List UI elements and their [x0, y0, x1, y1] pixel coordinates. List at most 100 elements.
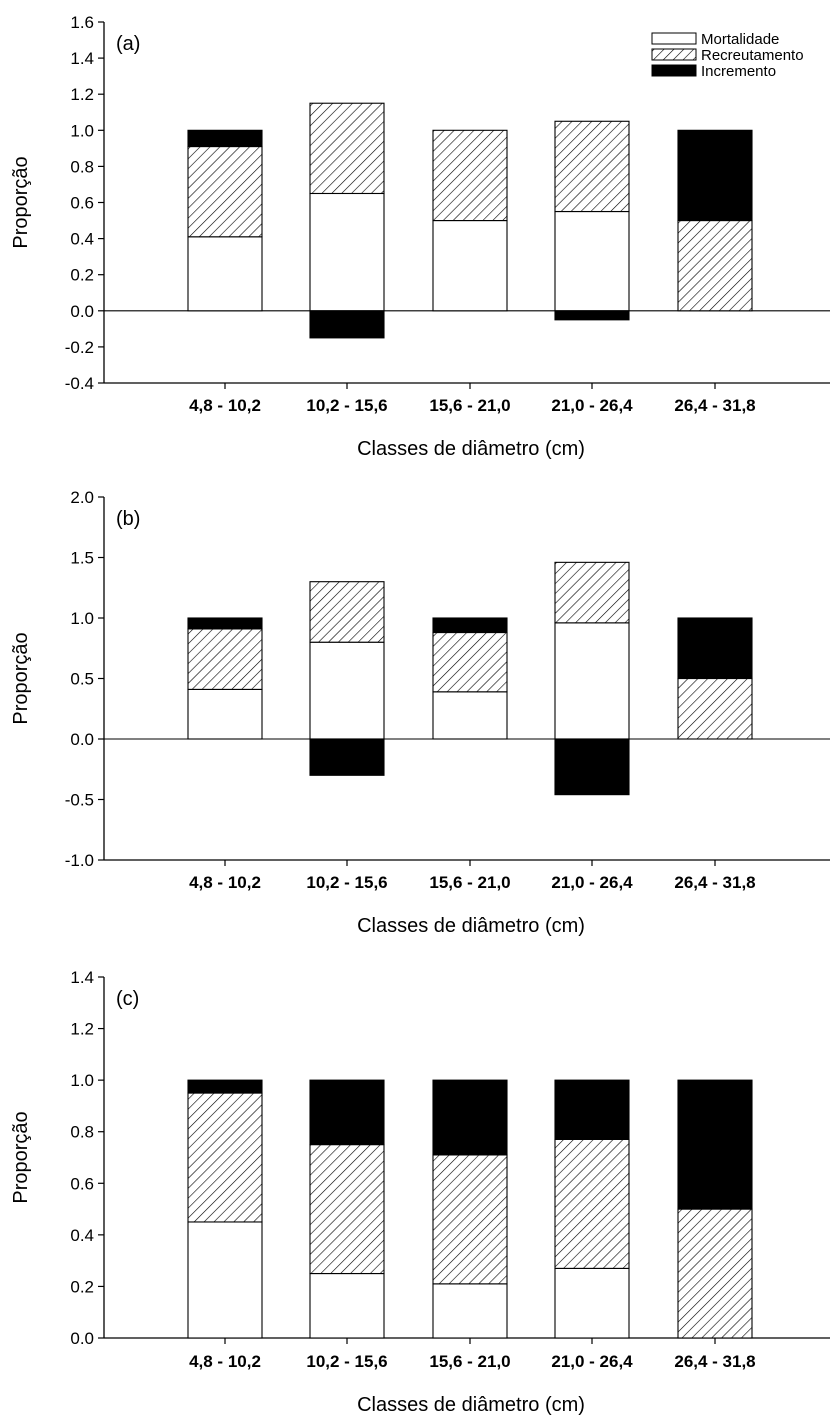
bar-mortalidade-4	[554, 622, 630, 740]
bar-mortalidade-1	[187, 688, 263, 740]
y-axis-title: Proporção	[10, 632, 32, 724]
bar-incremento-2	[309, 1079, 385, 1146]
chart-panel-a: (a) Proporção Classes de diâmetro (cm) M…	[10, 13, 830, 460]
x-tick-label: 4,8 - 10,2	[189, 1352, 261, 1371]
y-tick-label: 0.8	[70, 157, 94, 176]
y-tick-label: 1.2	[70, 1020, 94, 1039]
y-tick-label: 1.0	[70, 609, 94, 628]
bar-mortalidade-4	[554, 210, 630, 312]
bar-recreutamento-1	[187, 1092, 263, 1223]
y-tick-label: -0.4	[65, 374, 94, 393]
y-tick-label: 0.0	[70, 1329, 94, 1348]
bar-mortalidade-3	[432, 691, 508, 740]
y-tick-label: 0.8	[70, 1123, 94, 1142]
y-tick-label: 1.4	[70, 968, 94, 987]
bar-recreutamento-2	[309, 581, 385, 643]
bar-recreutamento-5	[677, 220, 753, 312]
panel-label: (c)	[116, 988, 139, 1010]
x-tick-label: 15,6 - 21,0	[429, 396, 510, 415]
bar-mortalidade-2	[309, 641, 385, 740]
bar-recreutamento-3	[432, 631, 508, 693]
bar-mortalidade-1	[187, 236, 263, 312]
bar-incremento-2	[309, 738, 385, 776]
x-tick-label: 10,2 - 15,6	[306, 1352, 387, 1371]
bar-recreutamento-2	[309, 1144, 385, 1275]
x-axis-title: Classes de diâmetro (cm)	[357, 915, 585, 937]
y-tick-label: 0.2	[70, 1277, 94, 1296]
bar-mortalidade-3	[432, 1283, 508, 1339]
bar-incremento-3	[432, 617, 508, 634]
bar-incremento-5	[677, 617, 753, 680]
panel-label: (a)	[116, 33, 140, 55]
bar-recreutamento-1	[187, 628, 263, 690]
bar-recreutamento-4	[554, 1138, 630, 1269]
y-tick-label: 0.2	[70, 266, 94, 285]
bar-recreutamento-3	[432, 1154, 508, 1285]
bar-mortalidade-4	[554, 1267, 630, 1339]
x-tick-label: 15,6 - 21,0	[429, 1352, 510, 1371]
y-tick-label: 1.5	[70, 549, 94, 568]
y-tick-label: 0.6	[70, 1174, 94, 1193]
bar-incremento-3	[432, 1079, 508, 1156]
legend-swatch-recreutamento	[651, 48, 697, 61]
bar-incremento-4	[554, 1079, 630, 1140]
bar-incremento-2	[309, 310, 385, 339]
chart-panel-b: (b) Proporção Classes de diâmetro (cm) -…	[10, 488, 830, 937]
legend-swatch-mortalidade	[651, 32, 697, 45]
panel-label: (b)	[116, 508, 140, 530]
legend-swatch-incremento	[651, 64, 697, 77]
legend-label-recreutamento: Recreutamento	[701, 47, 804, 64]
y-tick-label: 0.6	[70, 194, 94, 213]
x-tick-label: 26,4 - 31,8	[674, 396, 755, 415]
x-tick-label: 10,2 - 15,6	[306, 873, 387, 892]
bar-incremento-5	[677, 129, 753, 222]
legend-label-incremento: Incremento	[701, 63, 776, 80]
bar-recreutamento-3	[432, 129, 508, 222]
x-axis-title: Classes de diâmetro (cm)	[357, 1394, 585, 1416]
x-tick-label: 26,4 - 31,8	[674, 1352, 755, 1371]
x-tick-label: 15,6 - 21,0	[429, 873, 510, 892]
bar-incremento-4	[554, 310, 630, 321]
bar-mortalidade-2	[309, 192, 385, 312]
y-tick-label: 0.0	[70, 302, 94, 321]
bar-incremento-1	[187, 129, 263, 148]
bar-recreutamento-5	[677, 1208, 753, 1339]
y-tick-label: -0.5	[65, 791, 94, 810]
x-tick-label: 21,0 - 26,4	[551, 873, 633, 892]
y-tick-label: 1.2	[70, 85, 94, 104]
y-tick-label: -1.0	[65, 851, 94, 870]
y-axis-title: Proporção	[10, 156, 32, 248]
x-tick-label: 4,8 - 10,2	[189, 396, 261, 415]
bar-incremento-4	[554, 738, 630, 796]
y-tick-label: 0.4	[70, 230, 94, 249]
y-tick-label: 1.0	[70, 1071, 94, 1090]
bar-recreutamento-4	[554, 561, 630, 624]
y-tick-label: 0.5	[70, 670, 94, 689]
y-tick-label: 0.0	[70, 730, 94, 749]
y-tick-label: 1.4	[70, 49, 94, 68]
bar-recreutamento-5	[677, 677, 753, 740]
y-axis-title: Proporção	[10, 1111, 32, 1203]
x-axis-title: Classes de diâmetro (cm)	[357, 438, 585, 460]
bar-recreutamento-1	[187, 145, 263, 238]
y-tick-label: -0.2	[65, 338, 94, 357]
x-tick-label: 10,2 - 15,6	[306, 396, 387, 415]
y-tick-label: 2.0	[70, 488, 94, 507]
legend-label-mortalidade: Mortalidade	[701, 31, 779, 48]
bar-mortalidade-2	[309, 1272, 385, 1339]
bar-incremento-1	[187, 1079, 263, 1094]
x-tick-label: 4,8 - 10,2	[189, 873, 261, 892]
legend: Mortalidade Recreutamento Incremento	[651, 31, 804, 80]
x-tick-label: 21,0 - 26,4	[551, 396, 633, 415]
bar-incremento-1	[187, 617, 263, 630]
bar-recreutamento-2	[309, 102, 385, 195]
y-tick-label: 0.4	[70, 1226, 94, 1245]
y-tick-label: 1.0	[70, 121, 94, 140]
bar-recreutamento-4	[554, 120, 630, 213]
x-tick-label: 26,4 - 31,8	[674, 873, 755, 892]
y-tick-label: 1.6	[70, 13, 94, 32]
x-tick-label: 21,0 - 26,4	[551, 1352, 633, 1371]
chart-panel-c: (c) Proporção Classes de diâmetro (cm) 0…	[10, 968, 830, 1416]
bar-mortalidade-1	[187, 1221, 263, 1339]
